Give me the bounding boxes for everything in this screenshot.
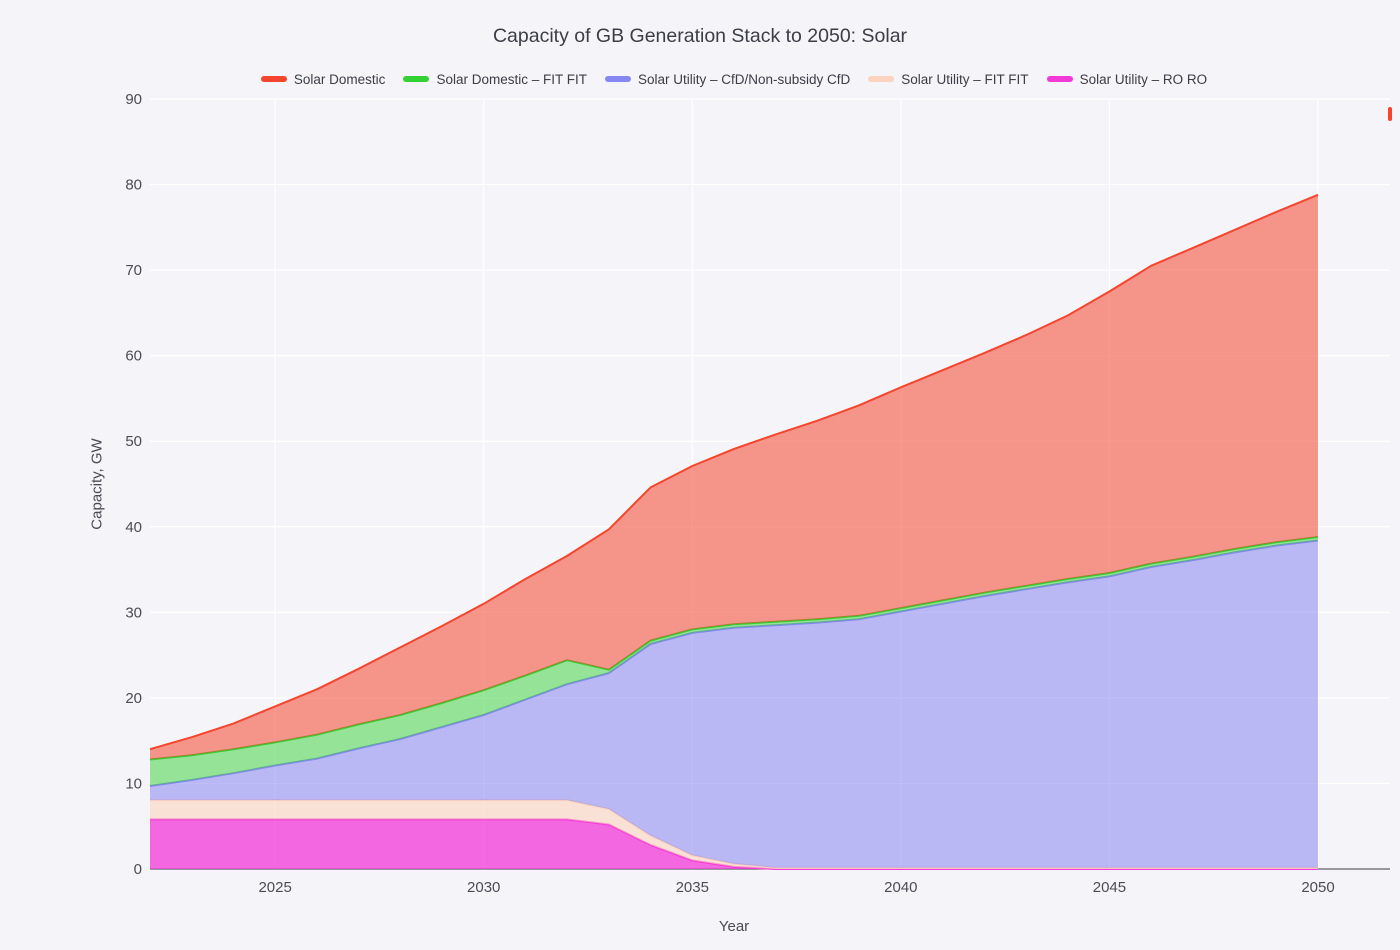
y-axis-title: Capacity, GW (88, 438, 106, 530)
x-axis-title: Year (718, 918, 750, 935)
legend-item[interactable]: Solar Utility – RO RO (1046, 71, 1208, 87)
y-tick-label: 20 (125, 690, 142, 707)
y-tick-label: 10 (125, 775, 142, 792)
x-tick-label: 2040 (884, 879, 917, 896)
legend-item[interactable]: Solar Utility – FIT FIT (868, 71, 1029, 87)
legend-label: Solar Utility – CfD/Non-subsidy CfD (637, 71, 851, 87)
chart-title: Capacity of GB Generation Stack to 2050:… (492, 25, 908, 47)
x-tick-label: 2050 (1301, 879, 1334, 896)
x-tick-label: 2045 (1093, 879, 1126, 896)
y-tick-label: 0 (134, 861, 142, 878)
legend-label: Solar Domestic – FIT FIT (436, 71, 587, 87)
area-solar-utility-fit-fit[interactable] (150, 800, 1318, 869)
y-tick-label: 40 (125, 519, 142, 536)
legend-label: Solar Domestic (293, 71, 386, 87)
legend-item[interactable]: Solar Utility – CfD/Non-subsidy CfD (604, 71, 851, 87)
area-solar-domestic-fit-fit[interactable] (150, 537, 1318, 786)
y-tick-label: 80 (125, 177, 142, 194)
area-solar-utility-cfd-non-subsidy-cfd[interactable] (150, 540, 1318, 868)
x-tick-label: 2035 (676, 879, 709, 896)
legend-swatch (1046, 76, 1073, 82)
x-tick-label: 2030 (467, 879, 500, 896)
y-tick-label: 60 (125, 348, 142, 365)
legend-label: Solar Utility – RO RO (1079, 71, 1208, 87)
y-tick-label: 30 (125, 604, 142, 621)
legend-item[interactable]: Solar Domestic – FIT FIT (403, 72, 587, 87)
legend-swatch (260, 76, 287, 82)
edge-artifact-mark (1388, 107, 1392, 121)
area-solar-utility-ro-ro[interactable] (150, 819, 1318, 869)
y-tick-label: 70 (125, 262, 142, 279)
x-tick-label: 2025 (258, 879, 291, 896)
legend-item[interactable]: Solar Domestic (260, 71, 386, 87)
line-solar-domestic (149, 193, 1319, 751)
legend-label: Solar Utility – FIT FIT (901, 71, 1029, 87)
chart-legend: Solar Domestic Solar Domestic – FIT FIT So… (150, 67, 1318, 91)
legend-swatch (604, 76, 631, 82)
y-tick-label: 90 (125, 91, 142, 108)
legend-swatch (403, 76, 430, 82)
y-tick-label: 50 (125, 433, 142, 450)
legend-swatch (868, 76, 895, 82)
